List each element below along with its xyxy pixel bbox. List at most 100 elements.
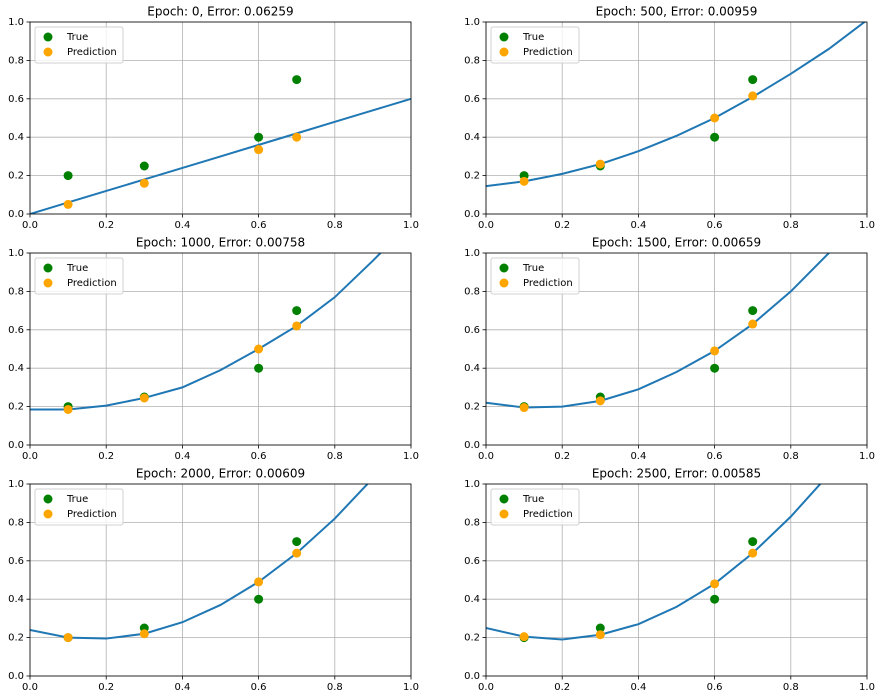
point [748,91,758,101]
point [595,159,605,169]
legend-label: True [66,263,88,274]
y-tick-label: 0.4 [464,363,480,374]
point [254,132,264,142]
y-tick-label: 0.8 [464,286,480,297]
subplot-title: Epoch: 2000, Error: 0.00609 [136,467,305,481]
point [292,537,302,547]
point [292,321,302,331]
x-tick-label: 0.8 [327,682,343,693]
subplot: Epoch: 2500, Error: 0.00585 0.0 0.2 0.4 0.6 0… [464,467,875,694]
y-tick-label: 0.6 [464,94,480,105]
x-tick-label: 0.4 [174,682,190,693]
legend-marker [43,278,53,288]
legend-marker [43,509,53,519]
point [292,132,302,142]
x-tick-label: 0.8 [783,682,799,693]
legend-marker [499,509,509,519]
x-tick-label: 0.4 [630,682,646,693]
subplot: Epoch: 0, Error: 0.06259 0.0 0.2 0.4 0.6 0.8 1… [8,5,419,232]
point [595,396,605,406]
y-tick-label: 1.0 [464,248,480,259]
legend-label: True [522,32,544,43]
x-tick-label: 0.4 [174,451,190,462]
point [748,306,758,316]
y-tick-label: 1.0 [8,248,24,259]
point [139,161,149,171]
y-tick-label: 0.6 [464,325,480,336]
x-tick-label: 1.0 [859,682,875,693]
point [139,178,149,188]
x-tick-label: 0.4 [630,451,646,462]
legend-box [490,26,580,64]
x-tick-label: 0.0 [478,451,494,462]
y-tick-label: 0.4 [464,132,480,143]
y-tick-label: 0.2 [8,402,24,413]
x-tick-label: 0.6 [251,682,267,693]
point [519,632,529,642]
x-tick-label: 0.8 [783,220,799,231]
x-tick-label: 0.2 [554,451,570,462]
x-tick-label: 1.0 [403,682,419,693]
x-tick-label: 0.0 [22,451,38,462]
subplot-title: Epoch: 1000, Error: 0.00758 [136,236,305,250]
subplot: Epoch: 2000, Error: 0.00609 0.0 0.2 0.4 0.6 0… [8,467,419,694]
y-tick-label: 0.4 [464,594,480,605]
y-tick-label: 0.2 [8,171,24,182]
y-tick-label: 0.4 [8,132,24,143]
x-tick-label: 1.0 [859,451,875,462]
x-tick-label: 0.6 [251,220,267,231]
point [748,548,758,558]
y-tick-label: 0.4 [8,363,24,374]
point [139,393,149,403]
x-tick-label: 0.8 [327,451,343,462]
y-tick-label: 0.2 [8,633,24,644]
x-tick-label: 0.6 [251,451,267,462]
y-tick-label: 0.0 [464,440,480,451]
legend-marker [499,278,509,288]
point [519,176,529,186]
y-tick-label: 0.2 [464,633,480,644]
legend-box [490,488,580,526]
legend-box [34,257,124,295]
axes-frame [485,252,868,446]
point [748,319,758,329]
subplot-title: Epoch: 1500, Error: 0.00659 [592,236,761,250]
legend-marker [43,494,53,504]
point [254,594,264,604]
point [254,577,264,587]
y-tick-label: 0.6 [8,556,24,567]
legend-marker [43,32,53,42]
x-tick-label: 0.0 [478,220,494,231]
point [710,363,720,373]
fit-curve [486,253,831,409]
point [292,548,302,558]
point [254,145,264,155]
fit-curve [30,253,382,411]
legend-label: True [66,32,88,43]
point [595,623,605,633]
point [254,344,264,354]
point [63,171,73,181]
y-tick-label: 0.8 [8,517,24,528]
point [292,75,302,85]
y-tick-label: 1.0 [464,479,480,490]
axes-frame [29,483,412,677]
x-tick-label: 0.2 [554,220,570,231]
point [748,537,758,547]
fit-curve [486,22,867,188]
y-tick-label: 0.6 [8,94,24,105]
legend-label: Prediction [67,278,117,289]
point [710,594,720,604]
y-tick-label: 0.2 [464,171,480,182]
legend-marker [43,263,53,273]
y-tick-label: 0.8 [8,55,24,66]
y-tick-label: 0.4 [8,594,24,605]
point [710,132,720,142]
x-tick-label: 0.2 [98,451,114,462]
point [710,113,720,123]
legend-label: Prediction [523,278,573,289]
fit-curve [30,484,369,640]
legend-label: Prediction [67,47,117,58]
x-tick-label: 0.8 [783,451,799,462]
